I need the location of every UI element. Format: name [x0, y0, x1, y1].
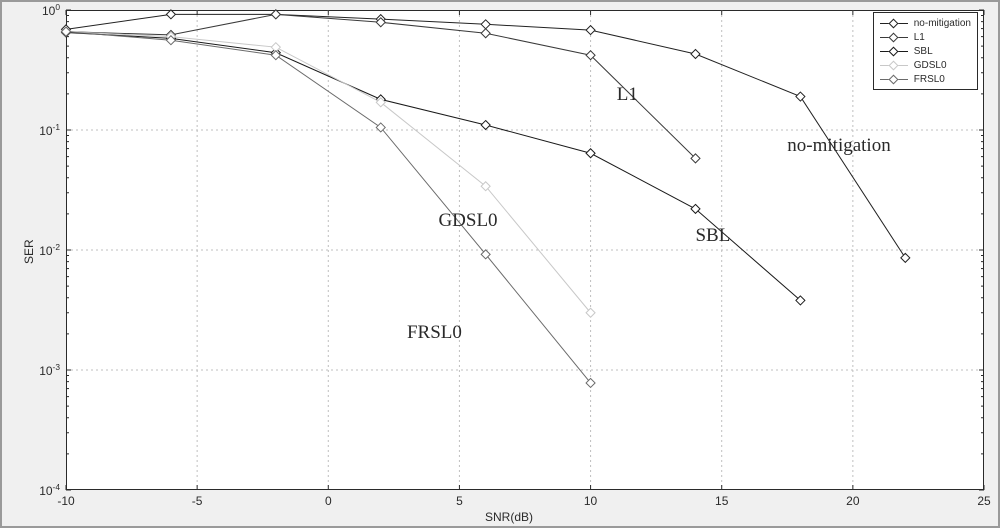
- legend-item: GDSL0: [880, 58, 971, 72]
- legend-item: SBL: [880, 44, 971, 58]
- annotation-label: no-mitigation: [787, 135, 890, 157]
- legend-item: L1: [880, 30, 971, 44]
- legend: no-mitigation L1 SBL GDSL0 FRSL0: [873, 12, 978, 90]
- y-tick-label: 100: [2, 2, 60, 18]
- y-tick-label: 10-1: [2, 122, 60, 138]
- chart-svg: [2, 2, 1000, 530]
- annotation-label: FRSL0: [407, 322, 462, 344]
- legend-label: GDSL0: [914, 60, 947, 71]
- y-tick-label: 10-3: [2, 362, 60, 378]
- x-tick-label: -10: [51, 494, 81, 508]
- legend-label: FRSL0: [914, 74, 945, 85]
- x-tick-label: 20: [838, 494, 868, 508]
- legend-label: L1: [914, 32, 925, 43]
- legend-item: no-mitigation: [880, 16, 971, 30]
- x-tick-label: 15: [707, 494, 737, 508]
- x-tick-label: 0: [313, 494, 343, 508]
- annotation-label: GDSL0: [438, 210, 497, 232]
- x-tick-label: -5: [182, 494, 212, 508]
- x-tick-label: 5: [444, 494, 474, 508]
- figure-frame: SNR(dB) SER no-mitigationL1SBLGDSL0FRSL0…: [0, 0, 1000, 528]
- annotation-label: L1: [617, 84, 638, 106]
- x-tick-label: 25: [969, 494, 999, 508]
- x-tick-label: 10: [576, 494, 606, 508]
- legend-label: SBL: [914, 46, 933, 57]
- x-axis-label: SNR(dB): [485, 510, 533, 524]
- legend-label: no-mitigation: [914, 18, 971, 29]
- annotation-label: SBL: [695, 225, 730, 247]
- legend-item: FRSL0: [880, 72, 971, 86]
- y-tick-label: 10-2: [2, 242, 60, 258]
